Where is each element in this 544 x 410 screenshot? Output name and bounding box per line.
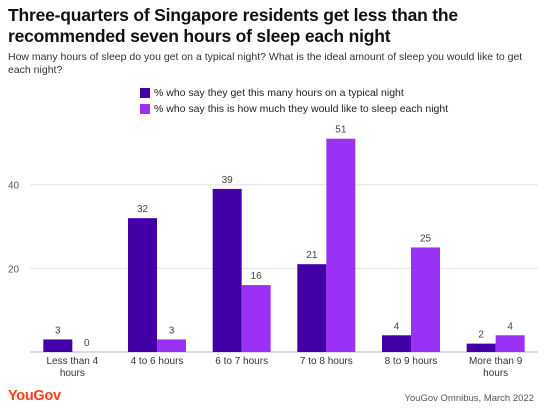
chart-title: Three-quarters of Singapore residents ge… <box>8 5 458 46</box>
x-tick-label-3: 7 to 8 hours <box>300 356 353 367</box>
legend-swatch-series-2 <box>140 104 150 114</box>
data-label-series-2-3: 51 <box>335 125 347 136</box>
x-tick-label-1: 4 to 6 hours <box>131 356 184 367</box>
bar-series-2-5 <box>495 335 525 352</box>
bar-series-2-3 <box>326 138 356 352</box>
data-label-series-1-1: 32 <box>137 204 149 215</box>
legend-item-series-1: % who say they get this many hours on a … <box>140 85 448 101</box>
legend-label-series-1: % who say they get this many hours on a … <box>154 87 404 99</box>
bar-series-1-2 <box>212 188 242 352</box>
bar-series-1-1 <box>128 218 157 352</box>
bar-series-1-5 <box>466 343 496 352</box>
data-label-series-2-4: 25 <box>420 233 432 244</box>
data-label-series-2-0: 0 <box>84 338 90 349</box>
data-label-series-1-2: 39 <box>222 175 234 186</box>
y-tick-label-40: 40 <box>8 181 20 192</box>
x-tick-label-0: Less than 4 hours <box>46 356 98 379</box>
yougov-logo: YouGov <box>8 388 61 404</box>
bar-series-2-2 <box>241 285 271 352</box>
source-note: YouGov Omnibus, March 2022 <box>404 393 534 404</box>
bar-series-2-4 <box>411 247 440 352</box>
bar-series-1-4 <box>382 335 411 352</box>
data-label-series-1-4: 4 <box>394 321 400 332</box>
legend-label-series-2: % who say this is how much they would li… <box>154 103 449 115</box>
legend-swatch-series-1 <box>140 88 150 98</box>
bar-series-2-1 <box>157 339 186 352</box>
y-tick-label-20: 20 <box>8 264 20 275</box>
chart-subtitle: How many hours of sleep do you get on a … <box>8 51 523 76</box>
data-label-series-1-3: 21 <box>306 250 318 261</box>
bar-series-1-0 <box>43 339 73 352</box>
bar-series-1-3 <box>297 264 327 352</box>
data-label-series-2-2: 16 <box>251 271 263 282</box>
data-label-series-1-0: 3 <box>55 325 61 336</box>
data-label-series-1-5: 2 <box>478 330 484 341</box>
chart-legend: % who say they get this many hours on a … <box>140 85 448 117</box>
x-tick-label-4: 8 to 9 hours <box>385 356 438 367</box>
data-label-series-2-1: 3 <box>169 325 175 336</box>
x-tick-label-5: More than 9 hours <box>469 356 523 379</box>
legend-item-series-2: % who say this is how much they would li… <box>140 101 448 117</box>
data-label-series-2-5: 4 <box>507 321 513 332</box>
x-tick-label-2: 6 to 7 hours <box>215 356 268 367</box>
